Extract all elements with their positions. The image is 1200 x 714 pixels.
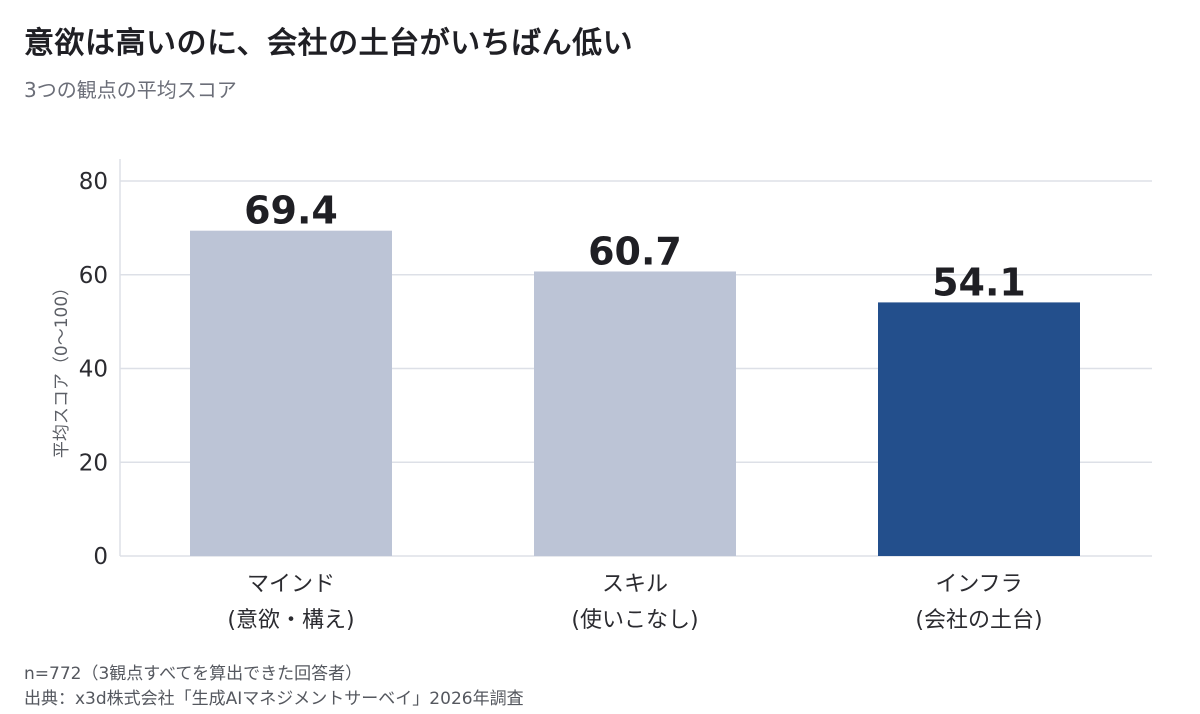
x-tick-label: スキル xyxy=(602,572,668,597)
value-label: 54.1 xyxy=(932,260,1026,304)
y-tick-label: 20 xyxy=(79,450,108,476)
sample-size-note: n=772（3観点すべてを算出できた回答者） xyxy=(24,664,363,684)
x-tick-sublabel: (意欲・構え) xyxy=(227,608,354,633)
y-axis-label: 平均スコア（0〜100） xyxy=(52,279,72,458)
x-tick-label: インフラ xyxy=(935,572,1022,597)
chart-title: 意欲は高いのに、会社の土台がいちばん低い xyxy=(24,26,634,61)
value-label: 60.7 xyxy=(588,229,682,273)
bar xyxy=(534,271,736,556)
x-tick-sublabel: (会社の土台) xyxy=(915,608,1042,633)
chart-subtitle: 3つの観点の平均スコア xyxy=(24,78,237,102)
x-tick-label: マインド xyxy=(247,572,335,597)
source-note: 出典：x3d株式会社「生成AIマネジメントサーベイ」2026年調査 xyxy=(24,689,524,709)
y-tick-label: 40 xyxy=(79,357,108,383)
value-label: 69.4 xyxy=(244,189,338,233)
bar xyxy=(190,230,392,556)
y-tick-label: 0 xyxy=(93,544,108,570)
y-tick-label: 60 xyxy=(79,263,108,289)
y-tick-label: 80 xyxy=(79,169,108,195)
bar xyxy=(878,302,1080,556)
x-tick-sublabel: (使いこなし) xyxy=(571,608,698,633)
